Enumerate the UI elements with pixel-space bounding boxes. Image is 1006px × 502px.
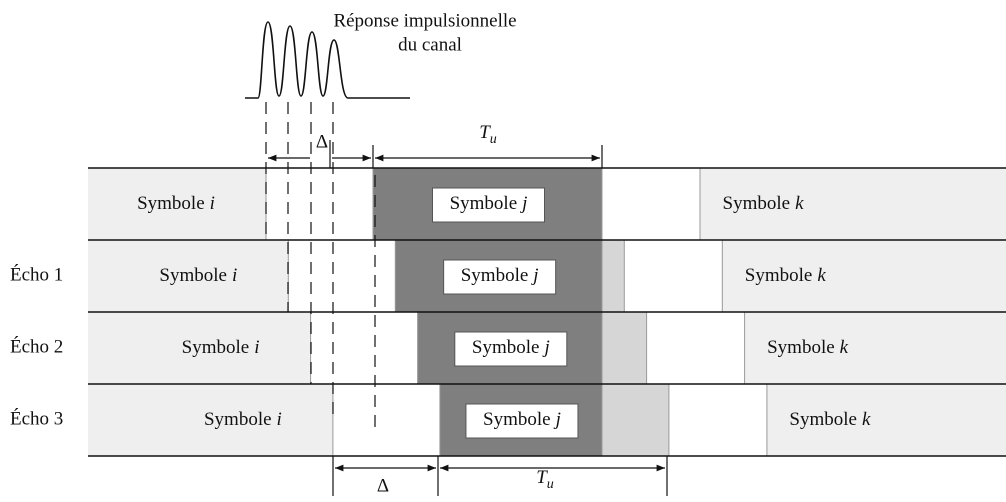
symbol-word: Symbole (461, 265, 529, 286)
segment (744, 312, 1006, 384)
label-box (432, 187, 545, 223)
symbol-index: k (862, 409, 871, 430)
symbol-word: Symbole (723, 193, 791, 214)
guard (266, 168, 373, 240)
tu-sub: u (490, 132, 497, 147)
symbol-word: Symbole (789, 409, 857, 430)
symbol-word: Symbole (182, 337, 250, 358)
dashed-guides (265, 102, 376, 432)
bottom-markers (332, 456, 668, 496)
guard (646, 312, 745, 384)
symbol-word: Symbole (483, 409, 551, 430)
symbol-index: j (541, 337, 549, 358)
segment (700, 168, 1006, 240)
symbol-word: Symbole (204, 409, 272, 430)
symbol-index: i (254, 337, 259, 358)
symbol-label: Symbole i (159, 265, 237, 286)
symbol-label: Symbole i (182, 337, 260, 358)
symbol-label: Symbole k (723, 193, 805, 214)
symbol-word: Symbole (159, 265, 227, 286)
symbol-index: j (519, 193, 527, 214)
tu-top: Tu (479, 122, 497, 147)
caption-line1: Réponse impulsionnelle (333, 10, 516, 31)
segment (88, 240, 289, 312)
symbol-label: Symbole k (745, 265, 827, 286)
segment (766, 384, 1006, 456)
overlap (602, 240, 625, 312)
label-box (443, 259, 557, 295)
symbol-label: Symbole j (472, 337, 550, 358)
symbol-label: Symbole j (483, 409, 561, 430)
segment (722, 240, 1006, 312)
segment (88, 384, 333, 456)
symbol-label: Symbole k (767, 337, 849, 358)
symbol-index: i (232, 265, 237, 286)
symbol-word: Symbole (450, 193, 518, 214)
row-label: Écho 3 (10, 407, 63, 429)
symbol-word: Symbole (137, 193, 205, 214)
symbol-index: k (840, 337, 849, 358)
symbol-index: k (817, 265, 826, 286)
symbol-label: Symbole i (204, 409, 282, 430)
segment (88, 168, 266, 240)
symbol-index: i (277, 409, 282, 430)
delta-bottom: Δ (377, 475, 389, 496)
overlap (602, 312, 647, 384)
impulse-response (245, 21, 410, 99)
symbol-index: j (530, 265, 538, 286)
delta-top: Δ (316, 131, 328, 152)
label-box (465, 403, 579, 439)
symbol-word: Symbole (472, 337, 540, 358)
symbol-label: Symbole j (450, 193, 528, 214)
tu-base: T (479, 122, 491, 143)
symbol-index: j (553, 409, 561, 430)
overlap (602, 384, 669, 456)
symbol-label: Symbole k (789, 409, 871, 430)
symbol-word: Symbole (767, 337, 835, 358)
guard (288, 240, 396, 312)
guard (310, 312, 418, 384)
guard (602, 168, 700, 240)
segment (88, 312, 311, 384)
caption-line2: du canal (398, 34, 462, 55)
guard (668, 384, 767, 456)
tu-sub: u (547, 477, 554, 492)
top-markers (268, 140, 603, 168)
tu-bottom: Tu (536, 467, 554, 492)
symbol-word: Symbole (745, 265, 813, 286)
symbol-index: k (795, 193, 804, 214)
symbol-index: i (210, 193, 215, 214)
guard (332, 384, 440, 456)
symbol-label: Symbole i (137, 193, 215, 214)
guard (624, 240, 723, 312)
tu-base: T (536, 467, 548, 488)
symbol-label: Symbole j (461, 265, 539, 286)
row-label: Écho 1 (10, 263, 63, 285)
row-label: Écho 2 (10, 335, 63, 357)
label-box (454, 331, 568, 367)
